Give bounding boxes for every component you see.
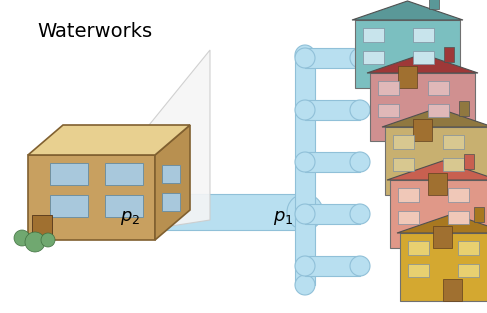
Circle shape: [295, 275, 315, 295]
FancyBboxPatch shape: [443, 158, 464, 171]
Polygon shape: [305, 256, 360, 276]
FancyBboxPatch shape: [398, 66, 417, 88]
FancyBboxPatch shape: [50, 195, 88, 217]
FancyBboxPatch shape: [443, 279, 462, 301]
FancyBboxPatch shape: [413, 51, 434, 64]
FancyBboxPatch shape: [458, 264, 479, 277]
FancyBboxPatch shape: [355, 20, 460, 88]
FancyBboxPatch shape: [413, 119, 432, 141]
FancyBboxPatch shape: [464, 154, 474, 169]
FancyBboxPatch shape: [378, 104, 399, 117]
Polygon shape: [382, 108, 487, 127]
FancyBboxPatch shape: [428, 81, 449, 95]
FancyBboxPatch shape: [105, 195, 143, 217]
FancyBboxPatch shape: [390, 180, 487, 248]
Circle shape: [350, 48, 370, 68]
FancyBboxPatch shape: [393, 158, 414, 171]
FancyBboxPatch shape: [363, 28, 384, 42]
FancyBboxPatch shape: [448, 188, 469, 202]
FancyBboxPatch shape: [393, 135, 414, 149]
Circle shape: [350, 204, 370, 224]
Circle shape: [295, 256, 315, 276]
FancyBboxPatch shape: [429, 0, 439, 8]
Polygon shape: [145, 50, 210, 230]
Polygon shape: [28, 155, 155, 240]
Polygon shape: [305, 204, 360, 224]
Polygon shape: [305, 152, 360, 172]
FancyBboxPatch shape: [400, 233, 487, 301]
Circle shape: [37, 194, 73, 230]
Polygon shape: [305, 48, 360, 68]
FancyBboxPatch shape: [409, 264, 430, 277]
Text: $p_2$: $p_2$: [120, 209, 140, 227]
FancyBboxPatch shape: [448, 211, 469, 224]
Polygon shape: [387, 161, 487, 180]
Circle shape: [295, 204, 315, 224]
FancyBboxPatch shape: [413, 28, 434, 42]
Circle shape: [14, 230, 30, 246]
FancyBboxPatch shape: [363, 51, 384, 64]
FancyBboxPatch shape: [428, 173, 447, 195]
Polygon shape: [397, 214, 487, 233]
FancyBboxPatch shape: [50, 163, 88, 185]
Polygon shape: [367, 54, 478, 73]
FancyBboxPatch shape: [433, 226, 452, 248]
Circle shape: [41, 233, 55, 247]
Circle shape: [295, 100, 315, 120]
Polygon shape: [155, 125, 190, 240]
FancyBboxPatch shape: [32, 215, 52, 240]
Circle shape: [295, 152, 315, 172]
FancyBboxPatch shape: [443, 135, 464, 149]
Circle shape: [295, 48, 315, 68]
FancyBboxPatch shape: [458, 100, 469, 115]
FancyBboxPatch shape: [458, 241, 479, 255]
FancyBboxPatch shape: [398, 188, 419, 202]
Text: Waterworks: Waterworks: [37, 22, 152, 41]
Circle shape: [287, 194, 323, 230]
FancyBboxPatch shape: [473, 207, 484, 222]
FancyBboxPatch shape: [378, 81, 399, 95]
Circle shape: [295, 45, 315, 65]
FancyBboxPatch shape: [385, 127, 487, 195]
Circle shape: [350, 256, 370, 276]
FancyBboxPatch shape: [444, 47, 454, 62]
FancyBboxPatch shape: [105, 163, 143, 185]
Circle shape: [25, 232, 45, 252]
FancyBboxPatch shape: [162, 165, 180, 183]
Polygon shape: [295, 55, 315, 285]
Polygon shape: [352, 1, 463, 20]
Polygon shape: [305, 100, 360, 120]
FancyBboxPatch shape: [409, 241, 430, 255]
FancyBboxPatch shape: [398, 211, 419, 224]
FancyBboxPatch shape: [428, 104, 449, 117]
Circle shape: [350, 152, 370, 172]
FancyBboxPatch shape: [370, 73, 475, 141]
FancyBboxPatch shape: [162, 193, 180, 211]
Text: $p_1$: $p_1$: [273, 209, 293, 227]
Polygon shape: [55, 194, 305, 230]
Polygon shape: [28, 125, 190, 155]
Circle shape: [350, 100, 370, 120]
